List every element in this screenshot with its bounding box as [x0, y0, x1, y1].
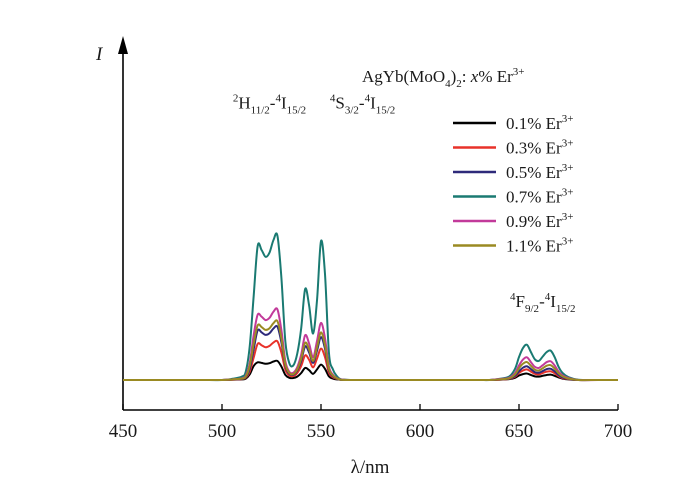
legend-label-1: 0.1% Er3+ [506, 113, 573, 133]
legend: AgYb(MoO4)2: x% Er3+ 0.1% Er3+ 0.3% Er3+ 0.… [362, 66, 573, 256]
transition-annotations: 2H11/2-4I15/2 4S3/2-4I15/2 4F9/2-4I15/2 [233, 92, 576, 315]
x-tick-label: 650 [505, 421, 534, 442]
transition-label-2: 4S3/2-4I15/2 [330, 92, 395, 116]
x-ticks: 450 500 550 600 650 700 [109, 404, 633, 442]
legend-label-3: 0.5% Er3+ [506, 162, 573, 182]
series-lines [122, 232, 619, 382]
transition-label-3: 4F9/2-4I15/2 [510, 291, 575, 315]
x-tick-label: 450 [109, 421, 138, 442]
x-tick-label: 500 [208, 421, 237, 442]
series-line-4 [122, 232, 619, 382]
x-tick-label: 700 [604, 421, 633, 442]
transition-label-1: 2H11/2-4I15/2 [233, 92, 306, 116]
legend-label-4: 0.7% Er3+ [506, 187, 573, 207]
legend-label-5: 0.9% Er3+ [506, 211, 573, 231]
x-tick-label: 550 [307, 421, 336, 442]
x-axis-label: λ/nm [351, 457, 390, 478]
legend-label-6: 1.1% Er3+ [506, 236, 573, 256]
y-axis-arrow [118, 36, 128, 54]
legend-label-2: 0.3% Er3+ [506, 138, 573, 158]
series-line-2 [122, 339, 618, 382]
x-tick-label: 600 [406, 421, 435, 442]
y-axis-label: I [95, 44, 104, 65]
series-line-6 [122, 319, 618, 382]
axes [118, 36, 618, 411]
series-line-5 [122, 307, 618, 382]
legend-title: AgYb(MoO4)2: x% Er3+ [362, 66, 525, 90]
series-line-1 [122, 359, 618, 382]
